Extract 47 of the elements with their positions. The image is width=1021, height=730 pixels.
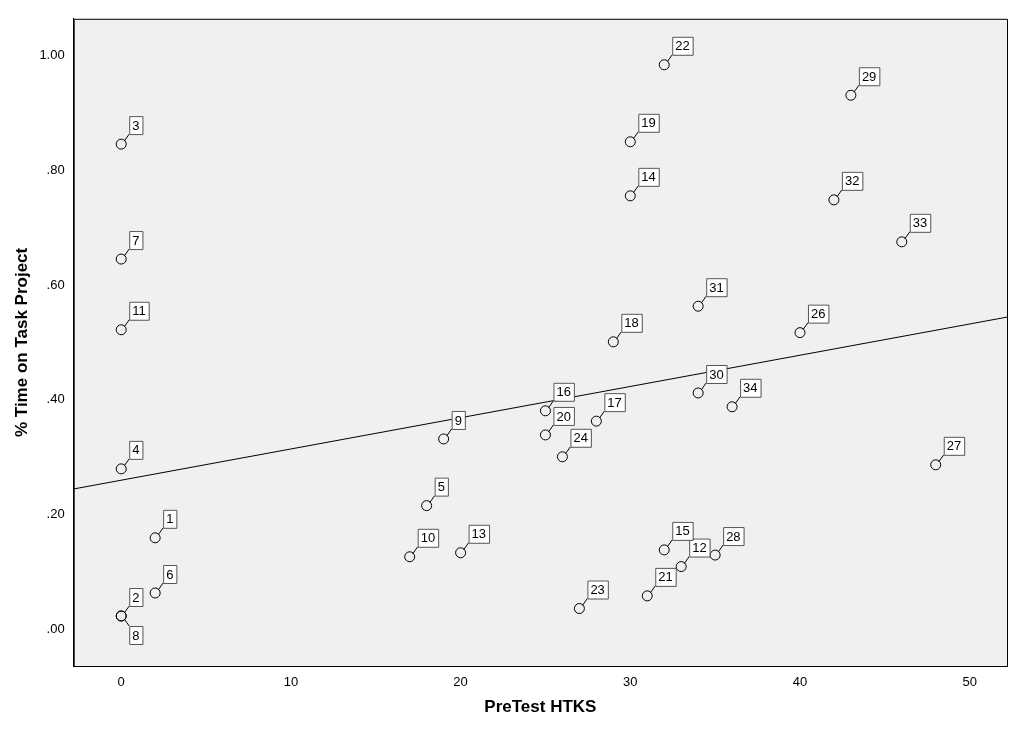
annotation: 6 [166,566,174,582]
x-tick-label: 30 [623,674,638,690]
annotation: 15 [675,523,690,539]
x-tick-label: 10 [283,674,299,690]
annotation: 12 [692,540,707,556]
annotation: 18 [624,315,639,331]
annotation: 2 [132,589,140,605]
y-tick-label: 1.00 [39,46,65,62]
annotation: 14 [641,169,656,185]
annotation: 4 [132,442,140,458]
annotation: 1 [166,511,174,527]
y-tick-label: .00 [46,621,65,637]
annotation: 11 [132,303,146,319]
annotation: 3 [132,117,140,133]
annotation: 13 [471,526,487,542]
annotation: 29 [861,68,877,84]
annotation: 34 [743,380,758,396]
annotation: 27 [946,438,962,454]
y-axis-title: % Time on Task Project [11,247,31,438]
annotation: 32 [844,173,860,189]
x-tick-label: 20 [453,674,468,690]
annotation: 24 [573,430,588,446]
annotation: 7 [132,232,140,248]
annotation: 33 [912,215,928,231]
x-tick-label: 40 [792,674,808,690]
annotation: 31 [709,279,724,295]
y-tick-label: .40 [46,391,65,407]
x-tick-label: 50 [962,674,977,690]
y-tick-label: .80 [46,161,65,177]
annotation: 10 [420,530,436,546]
annotation: 21 [658,569,673,585]
annotation: 20 [556,408,571,424]
y-tick-label: .20 [46,506,65,522]
annotation: 17 [607,394,622,410]
annotation: 16 [556,384,571,400]
annotation: 26 [810,306,826,322]
x-tick-label: 0 [117,674,125,690]
x-axis-title: PreTest HTKS [484,697,597,717]
annotation: 19 [641,115,656,131]
annotation: 28 [726,528,741,544]
annotation: 30 [709,366,724,382]
annotation: 9 [454,412,462,428]
y-tick-label: .60 [46,276,65,292]
annotation: 22 [675,38,690,54]
annotation: 23 [590,582,605,598]
annotation: 5 [437,479,445,495]
annotation: 8 [132,627,140,643]
